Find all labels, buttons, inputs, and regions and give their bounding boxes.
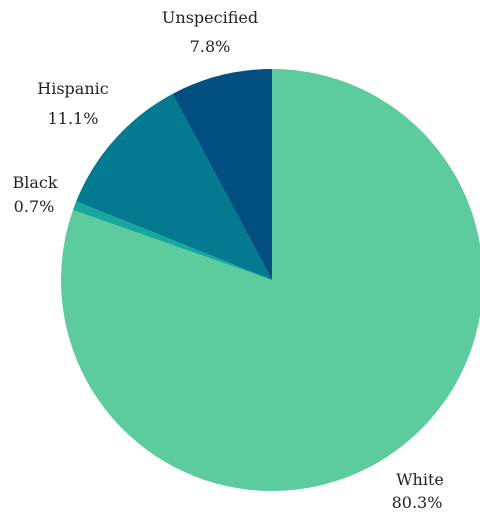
slice-label-white-value: 80.3% [392, 493, 443, 512]
slice-label-hispanic-value: 11.1% [48, 109, 99, 128]
slice-label-hispanic-name: Hispanic [37, 79, 108, 98]
pie-slices [61, 69, 480, 491]
pie-slice-white [61, 69, 480, 491]
slice-label-black-name: Black [12, 173, 57, 192]
slice-label-unspecified-name: Unspecified [162, 8, 258, 27]
slice-label-black-value: 0.7% [14, 197, 55, 216]
pie-slice-hispanic [76, 93, 272, 280]
pie-slice-unspecified [172, 69, 272, 280]
pie-slice-black [72, 201, 272, 280]
slice-label-unspecified-value: 7.8% [190, 37, 231, 56]
pie-labels: White 80.3% Black 0.7% Hispanic 11.1% Un… [12, 8, 443, 512]
slice-label-white-name: White [396, 470, 444, 489]
